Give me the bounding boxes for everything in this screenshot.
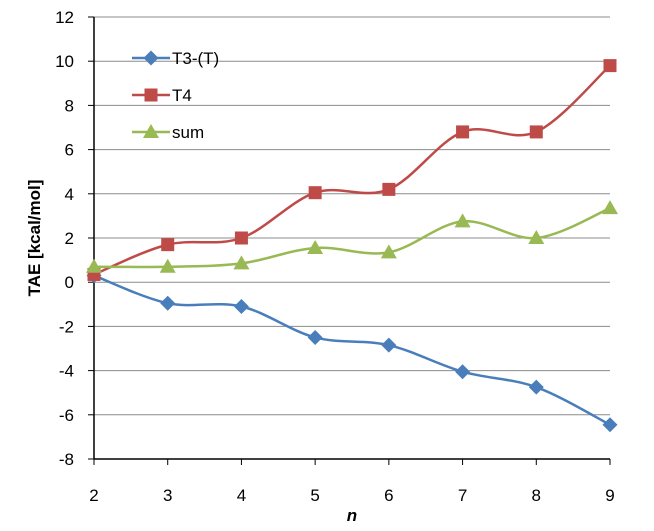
data-point	[380, 244, 397, 259]
series-line	[93, 274, 611, 426]
data-point	[455, 364, 471, 380]
legend-marker	[143, 50, 159, 66]
series-sum	[86, 200, 618, 273]
x-tick-label: 9	[605, 486, 614, 505]
legend-item: sum	[132, 123, 204, 142]
data-point	[381, 337, 397, 353]
legend-label: sum	[172, 123, 204, 142]
data-point	[86, 258, 102, 273]
x-tick-label: 2	[89, 486, 98, 505]
y-tick-label: 6	[65, 141, 74, 160]
y-tick-label: 10	[55, 52, 74, 71]
x-tick-label: 7	[458, 486, 467, 505]
legend-marker	[143, 124, 159, 138]
legend-label: T4	[172, 86, 192, 105]
y-tick-label: -4	[59, 362, 74, 381]
data-point	[308, 186, 322, 200]
x-tick-label: 3	[163, 486, 172, 505]
data-point	[160, 295, 176, 311]
y-tick-label: 2	[65, 229, 74, 248]
data-point	[382, 182, 396, 196]
data-point	[234, 231, 248, 245]
y-tick-label: 12	[55, 8, 74, 27]
x-axis-title: n	[347, 506, 357, 525]
legend-item: T4	[132, 86, 192, 105]
data-point	[161, 238, 175, 252]
data-point	[307, 239, 324, 254]
axes: -8 -6 -4 -2 0 2 4 6 8 10 12 2 3 4 5 6 7 8 9	[55, 8, 615, 505]
x-tick-label: 4	[237, 486, 246, 505]
data-point	[456, 125, 470, 139]
legend-label: T3-(T)	[172, 49, 219, 68]
x-tick-label: 5	[310, 486, 319, 505]
y-tick-label: 4	[65, 185, 74, 204]
x-tick-label: 6	[384, 486, 393, 505]
y-axis-title: TAE [kcal/mol]	[25, 180, 44, 297]
gridlines	[94, 16, 610, 460]
data-point	[602, 200, 618, 215]
data-point	[602, 417, 618, 433]
series-group	[86, 59, 618, 433]
data-point	[529, 125, 543, 139]
x-tick-label: 8	[532, 486, 541, 505]
y-tick-label: 8	[65, 96, 74, 115]
y-tick-label: -2	[59, 317, 74, 336]
legend-item: T3-(T)	[132, 49, 219, 68]
series-t4	[87, 59, 617, 281]
legend: T3-(T) T4 sum	[132, 49, 219, 142]
series-t3-t-	[86, 268, 618, 433]
data-point	[528, 379, 544, 395]
data-point	[233, 299, 249, 315]
y-tick-label: -6	[59, 406, 74, 425]
data-point	[233, 255, 250, 270]
data-point	[307, 329, 323, 345]
data-point	[603, 59, 617, 73]
data-point	[528, 230, 545, 244]
y-tick-label: -8	[59, 450, 74, 469]
legend-marker	[144, 88, 158, 102]
y-tick-label: 0	[65, 273, 74, 292]
data-point	[159, 258, 176, 273]
data-point	[454, 213, 471, 228]
